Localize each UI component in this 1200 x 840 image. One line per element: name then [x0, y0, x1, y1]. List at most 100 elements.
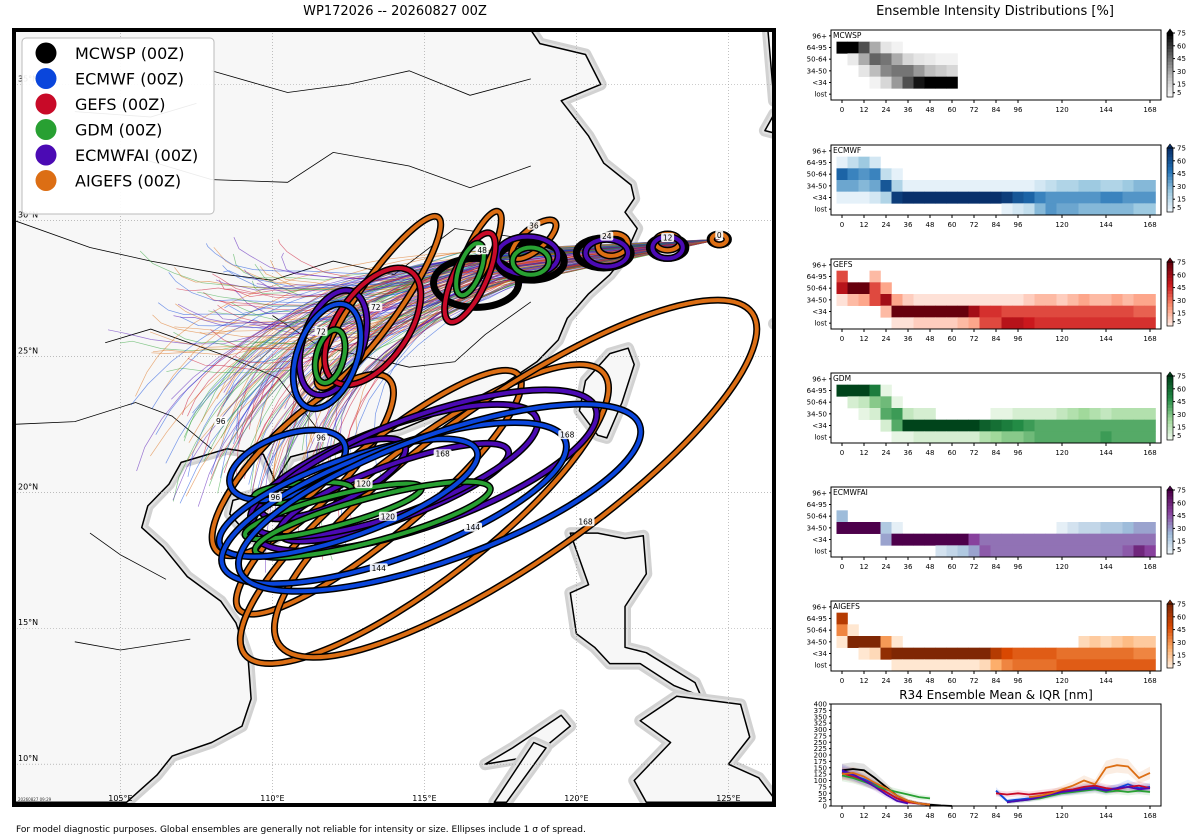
colorbar-segment — [1167, 294, 1173, 298]
heatmap-cell — [1089, 545, 1101, 558]
heatmap-cell — [847, 41, 859, 54]
colorbar-label: 30 — [1177, 68, 1186, 76]
ellipse-gdm — [313, 327, 348, 385]
colorbar-segment — [1167, 281, 1173, 285]
heatmap-ytick: 96+ — [812, 603, 827, 611]
colorbar-segment — [1167, 427, 1173, 431]
heatmap-cell — [1078, 545, 1090, 558]
r34-ytick: 75 — [818, 783, 827, 791]
heatmap-cell — [1001, 659, 1013, 672]
spread-ellipse — [452, 239, 488, 299]
legend-box — [21, 37, 215, 215]
heatmap-xtick: 0 — [840, 106, 844, 114]
heatmap-cell — [1144, 305, 1156, 318]
heatmap-xtick: 48 — [926, 677, 935, 685]
member-track — [234, 239, 720, 364]
colorbar-segment — [1167, 45, 1173, 50]
heatmap-cell — [1100, 203, 1112, 216]
r34-ytick: 375 — [814, 707, 827, 715]
hour-label-bg — [354, 479, 373, 489]
heatmap-cell — [1111, 431, 1123, 444]
r34-xtick: 12 — [860, 812, 869, 820]
heatmap-ytick: 50-64 — [807, 399, 828, 407]
heatmap-cell — [1144, 647, 1156, 660]
colorbar-segment — [1167, 645, 1173, 650]
colorbar-segment — [1167, 610, 1173, 614]
heatmap-cell — [1023, 305, 1035, 318]
heatmap-cell — [1045, 533, 1057, 546]
hour-label: 168 — [560, 431, 575, 440]
heatmap-ytick: 96+ — [812, 375, 827, 383]
colorbar-segment — [1167, 490, 1173, 494]
heatmap-xtick: 60 — [948, 677, 957, 685]
heatmap-cell — [1133, 191, 1145, 204]
heatmap-cell — [1012, 647, 1024, 660]
colorbar-segment — [1167, 522, 1173, 526]
colorbar-label: 5 — [1177, 318, 1181, 326]
heatmap-cell — [924, 76, 936, 89]
heatmap-xtick: 0 — [840, 221, 844, 229]
heatmap-cell — [935, 76, 947, 89]
heatmap-cell — [1045, 294, 1057, 306]
heatmap-cell — [1012, 180, 1024, 192]
heatmap-cell — [891, 76, 903, 89]
heatmap-cell — [935, 294, 947, 306]
colorbar-segment — [1167, 84, 1173, 88]
heatmap-cell — [1144, 191, 1156, 204]
heatmap-xtick: 72 — [970, 106, 979, 114]
heatmap-cell — [869, 65, 881, 77]
r34-mean-gdm — [841, 774, 931, 800]
heatmap-name: ECMWFAI — [833, 488, 868, 497]
heatmap-cell — [913, 191, 925, 204]
heatmap-cell — [1012, 545, 1024, 558]
colorbar-segment — [1167, 664, 1173, 669]
heatmap-cell — [1056, 419, 1068, 432]
ellipse-ecmwf — [219, 420, 569, 586]
colorbar-segment — [1167, 544, 1173, 548]
heatmap-ytick: <34 — [812, 536, 827, 544]
heatmap-cell — [858, 294, 870, 306]
heatmap-cell — [1144, 317, 1156, 330]
lon-label: 105°E — [108, 794, 132, 803]
heatmap-cell — [957, 294, 969, 306]
colorbar-segment — [1167, 278, 1173, 282]
heatmap-cell — [1078, 191, 1090, 204]
colorbar-segment — [1167, 284, 1173, 288]
colorbar-segment — [1167, 433, 1173, 438]
colorbar-label: 15 — [1177, 538, 1186, 546]
colorbar-label: 60 — [1177, 499, 1186, 507]
colorbar-segment — [1167, 515, 1173, 520]
hour-label-bg — [715, 230, 724, 240]
heatmap-cell — [858, 384, 870, 397]
heatmap-cell — [957, 191, 969, 204]
heatmap-cell — [902, 533, 914, 546]
colorbar-label: 5 — [1177, 432, 1181, 440]
heatmap-cell — [836, 522, 848, 534]
heatmap-cell — [1045, 317, 1057, 330]
heatmap-cell — [968, 317, 980, 330]
colorbar-frame — [1166, 32, 1174, 98]
heatmap-xtick: 144 — [1099, 563, 1113, 571]
colorbar-segment — [1167, 33, 1173, 37]
heatmap-cell — [1067, 659, 1079, 672]
heatmap-cell — [880, 282, 892, 295]
heatmap-cell — [880, 533, 892, 546]
colorbar-segment — [1167, 192, 1173, 197]
r34-xtick: 168 — [1143, 812, 1156, 820]
colorbar-segment — [1167, 183, 1173, 187]
colorbar-label: 45 — [1177, 284, 1186, 292]
heatmap-cell — [1100, 419, 1112, 432]
heatmap-cell — [836, 282, 848, 295]
colorbar-segment — [1167, 652, 1173, 656]
colorbar-segment — [1167, 167, 1173, 171]
heatmap-cell — [1100, 647, 1112, 660]
spread-ellipse — [509, 244, 553, 279]
heatmap-cell — [1023, 294, 1035, 306]
spread-ellipse — [234, 400, 645, 595]
r34-xtick: 144 — [1099, 812, 1113, 820]
colorbar-segment — [1167, 148, 1173, 152]
heatmap-cell — [1122, 305, 1134, 318]
heatmap-cell — [847, 522, 859, 534]
heatmap-cell — [913, 408, 925, 420]
heatmap-ytick: 96+ — [812, 261, 827, 269]
